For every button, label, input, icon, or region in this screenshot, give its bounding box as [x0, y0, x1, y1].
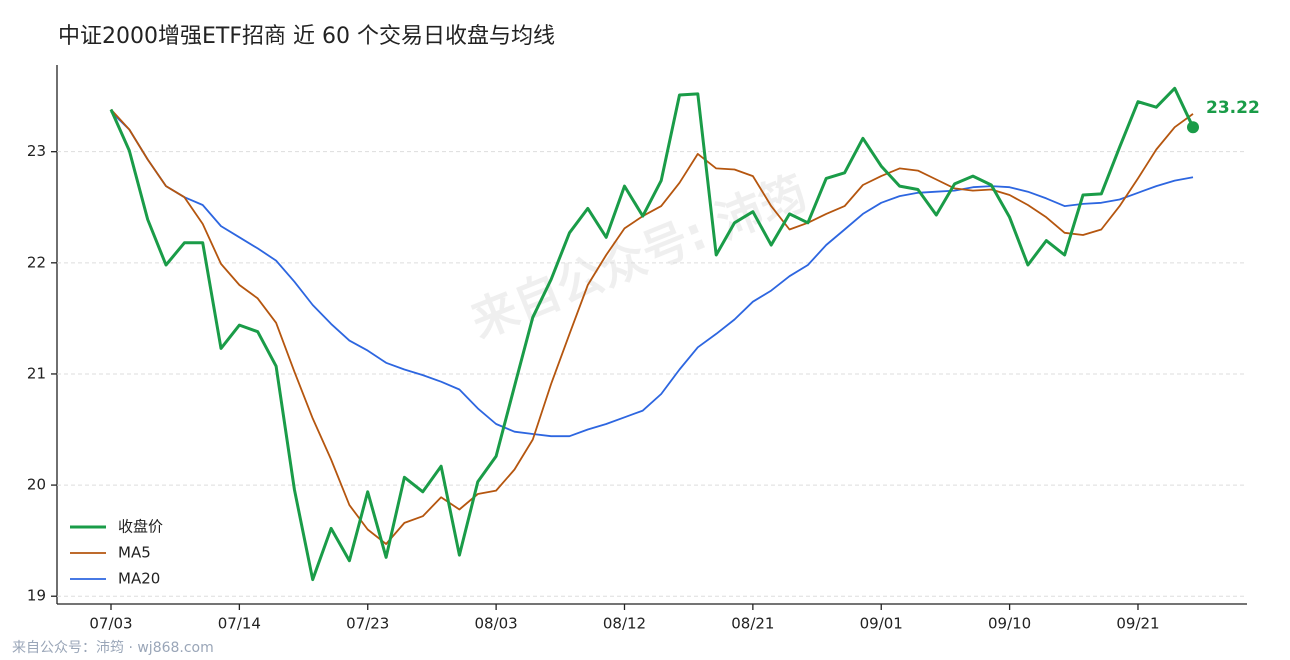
legend-label: 收盘价 [118, 518, 163, 536]
x-tick-label: 08/03 [475, 615, 518, 633]
x-tick-label: 09/01 [860, 615, 903, 633]
x-tick-label: 07/23 [346, 615, 389, 633]
x-tick-label: 08/12 [603, 615, 646, 633]
series-line [110, 111, 1194, 438]
y-tick-label: 22 [27, 253, 46, 271]
chart-title: 中证2000增强ETF招商 近 60 个交易日收盘与均线 [58, 24, 555, 49]
y-tick-label: 20 [27, 476, 46, 494]
footer: 来自公众号：沛筠 · wj868.com [12, 639, 214, 656]
y-tick-label: 21 [27, 364, 46, 382]
series-line [110, 108, 1194, 545]
x-tick-label: 07/03 [89, 615, 132, 633]
series-line [109, 86, 1195, 582]
x-tick-label: 07/14 [218, 615, 261, 633]
last-value-label: 23.22 [1206, 98, 1260, 118]
x-tick-label: 09/10 [988, 615, 1031, 633]
legend-label: MA5 [118, 544, 151, 562]
y-tick-label: 23 [27, 142, 46, 160]
x-tick-label: 08/21 [731, 615, 774, 633]
watermark: 来自公众号: 沛筠 [463, 165, 814, 349]
y-tick-label: 19 [27, 587, 46, 605]
last-point [1187, 121, 1199, 134]
legend-label: MA20 [118, 570, 160, 588]
x-tick-label: 09/21 [1116, 615, 1159, 633]
